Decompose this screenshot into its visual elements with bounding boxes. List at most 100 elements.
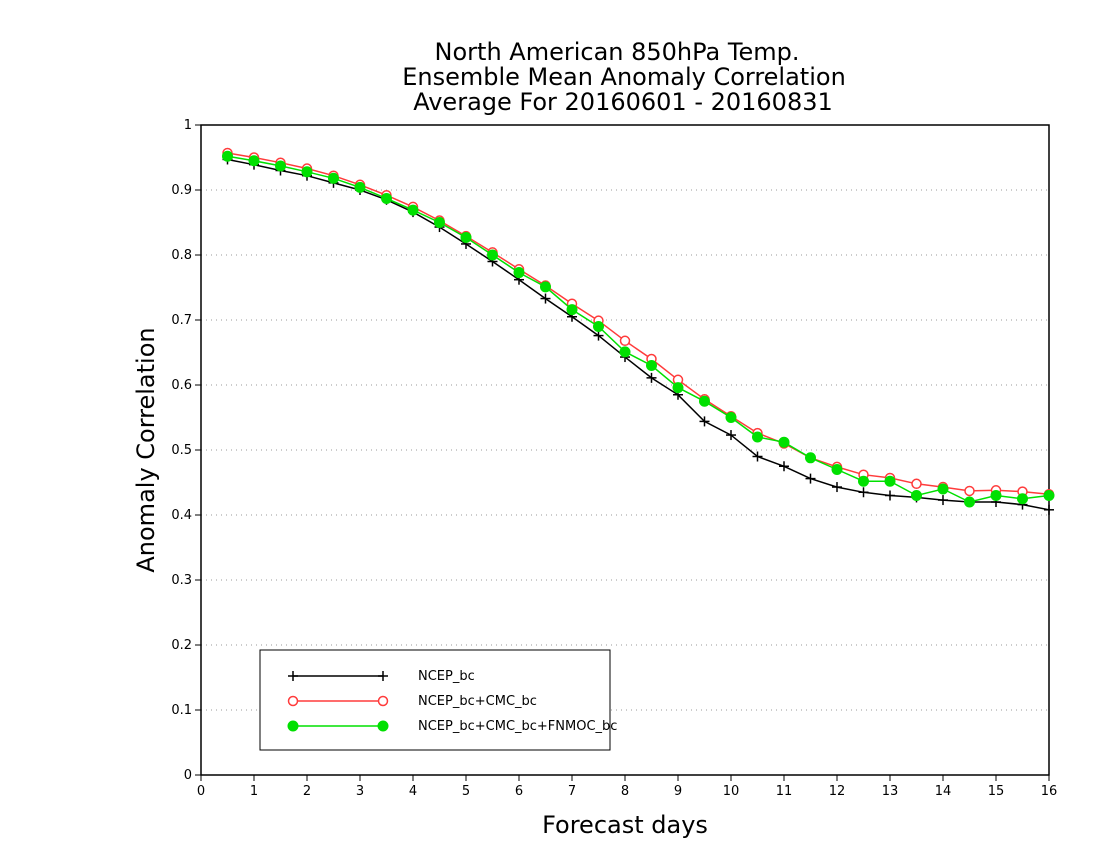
x-tick-label-7: 7	[568, 784, 576, 799]
y-tick-label-8: 0.8	[171, 248, 192, 263]
y-axis-label: Anomaly Correlation	[132, 327, 160, 572]
series-0	[222, 154, 1054, 515]
series-2	[222, 150, 1055, 508]
series-2-point-6	[381, 192, 392, 204]
y-tick-label-9: 0.9	[171, 183, 192, 198]
chart-title-line-2: Ensemble Mean Anomaly Correlation	[402, 63, 846, 91]
y-tick-label-2: 0.2	[171, 638, 192, 653]
series-2-point-2	[275, 160, 286, 172]
series-1-point-26	[911, 478, 922, 490]
y-tick-label-1: 0.1	[171, 703, 192, 718]
series-2-point-22	[805, 452, 816, 464]
series-2-point-20	[752, 431, 763, 443]
legend-marker-end-2	[377, 720, 389, 732]
x-tick-label-9: 9	[674, 784, 682, 799]
x-tick-label-3: 3	[356, 784, 364, 799]
x-tick-label-4: 4	[409, 784, 417, 799]
series-2-point-18	[699, 395, 710, 407]
legend-marker-end-1	[377, 695, 389, 707]
series-2-point-8	[434, 217, 445, 228]
series-0-point-21	[779, 461, 789, 472]
series-2-point-17	[672, 382, 684, 394]
series-2-point-26	[911, 490, 922, 501]
series-2-point-5	[354, 181, 366, 193]
x-tick-label-15: 15	[988, 784, 1005, 799]
y-tick-label-7: 0.7	[171, 313, 192, 328]
series-1-point-15	[619, 335, 631, 347]
series-2-point-7	[407, 204, 419, 216]
series-0-point-16	[646, 372, 657, 383]
x-tick-label-12: 12	[829, 784, 846, 799]
series-0-point-27	[938, 495, 948, 506]
series-2-point-23	[831, 464, 843, 475]
series-0-point-23	[832, 482, 842, 493]
legend-label-2: NCEP_bc+CMC_bc+FNMOC_bc	[418, 719, 617, 734]
series-2-point-25	[884, 475, 896, 487]
series-2-point-12	[540, 281, 551, 293]
legend-marker-start-2	[287, 720, 299, 732]
x-axis-label: Forecast days	[542, 811, 708, 839]
series-2-point-30	[1017, 493, 1028, 505]
y-tick-label-6: 0.6	[171, 378, 192, 393]
x-tick-label-0: 0	[197, 784, 205, 799]
x-tick-label-8: 8	[621, 784, 629, 799]
legend-marker-start-1	[287, 695, 299, 707]
x-tick-label-13: 13	[882, 784, 899, 799]
series-0-point-20	[752, 451, 763, 462]
series-2-point-11	[513, 267, 525, 279]
series-0-point-14	[593, 330, 604, 341]
series-0-point-22	[805, 473, 816, 484]
y-tick-label-4: 0.4	[171, 508, 192, 523]
series-0-point-24	[858, 487, 869, 498]
legend-label-1: NCEP_bc+CMC_bc	[418, 694, 537, 709]
series-0-point-31	[1044, 504, 1054, 515]
series-2-point-3	[301, 166, 313, 178]
legend-entry-2: NCEP_bc+CMC_bc+FNMOC_bc	[287, 719, 617, 734]
x-tick-label-6: 6	[515, 784, 523, 799]
x-tick-label-2: 2	[303, 784, 311, 799]
chart-title-line-1: North American 850hPa Temp.	[435, 38, 800, 66]
series-1	[222, 147, 1055, 500]
series-2-point-16	[646, 360, 657, 371]
series-2-point-19	[725, 412, 737, 423]
y-tick-label-0: 0	[184, 768, 192, 783]
series-2-point-27	[937, 483, 949, 495]
series-0-point-12	[540, 293, 551, 304]
x-tick-label-1: 1	[250, 784, 258, 799]
series-1-point-28	[964, 485, 975, 497]
series-2-point-29	[990, 490, 1002, 501]
legend-entry-0: NCEP_bc	[288, 669, 475, 684]
series-0-point-25	[885, 490, 895, 501]
series-2-line	[227, 155, 1050, 503]
series-2-point-9	[460, 231, 472, 243]
grid	[201, 189, 1049, 711]
series-0-point-19	[726, 430, 736, 441]
series-2-point-0	[222, 150, 233, 162]
x-tick-label-14: 14	[935, 784, 952, 799]
series-2-point-31	[1043, 490, 1055, 501]
x-tick-label-10: 10	[723, 784, 740, 799]
y-tick-label-10: 1	[184, 118, 192, 133]
axis-ticks: 00.10.20.30.40.50.60.70.80.910 1 2 3 4 5 6 7 8 9 1…	[171, 118, 1057, 799]
chart-title-line-3: Average For 20160601 - 20160831	[413, 88, 833, 116]
legend: NCEP_bc NCEP_bc+CMC_bc NCEP_bc+CMC_bc+FNMO…	[259, 649, 617, 751]
y-tick-label-5: 0.5	[171, 443, 192, 458]
series-2-point-4	[328, 172, 339, 184]
series-2-point-28	[964, 496, 975, 508]
series-0-point-18	[699, 416, 710, 427]
series-2-point-10	[487, 249, 498, 261]
legend-entry-1: NCEP_bc+CMC_bc	[287, 694, 537, 709]
x-tick-label-11: 11	[776, 784, 793, 799]
series-2-point-1	[248, 155, 260, 167]
series-2-point-21	[778, 436, 790, 448]
legend-marker-start-0	[288, 671, 298, 681]
series-layer	[222, 147, 1055, 515]
series-0-line	[227, 158, 1050, 511]
y-tick-label-3: 0.3	[171, 573, 192, 588]
series-1-line	[227, 152, 1050, 495]
series-2-point-13	[566, 304, 578, 316]
legend-marker-end-0	[378, 671, 388, 681]
legend-label-0: NCEP_bc	[418, 669, 475, 684]
series-2-point-24	[858, 475, 869, 487]
series-2-point-14	[593, 321, 604, 332]
